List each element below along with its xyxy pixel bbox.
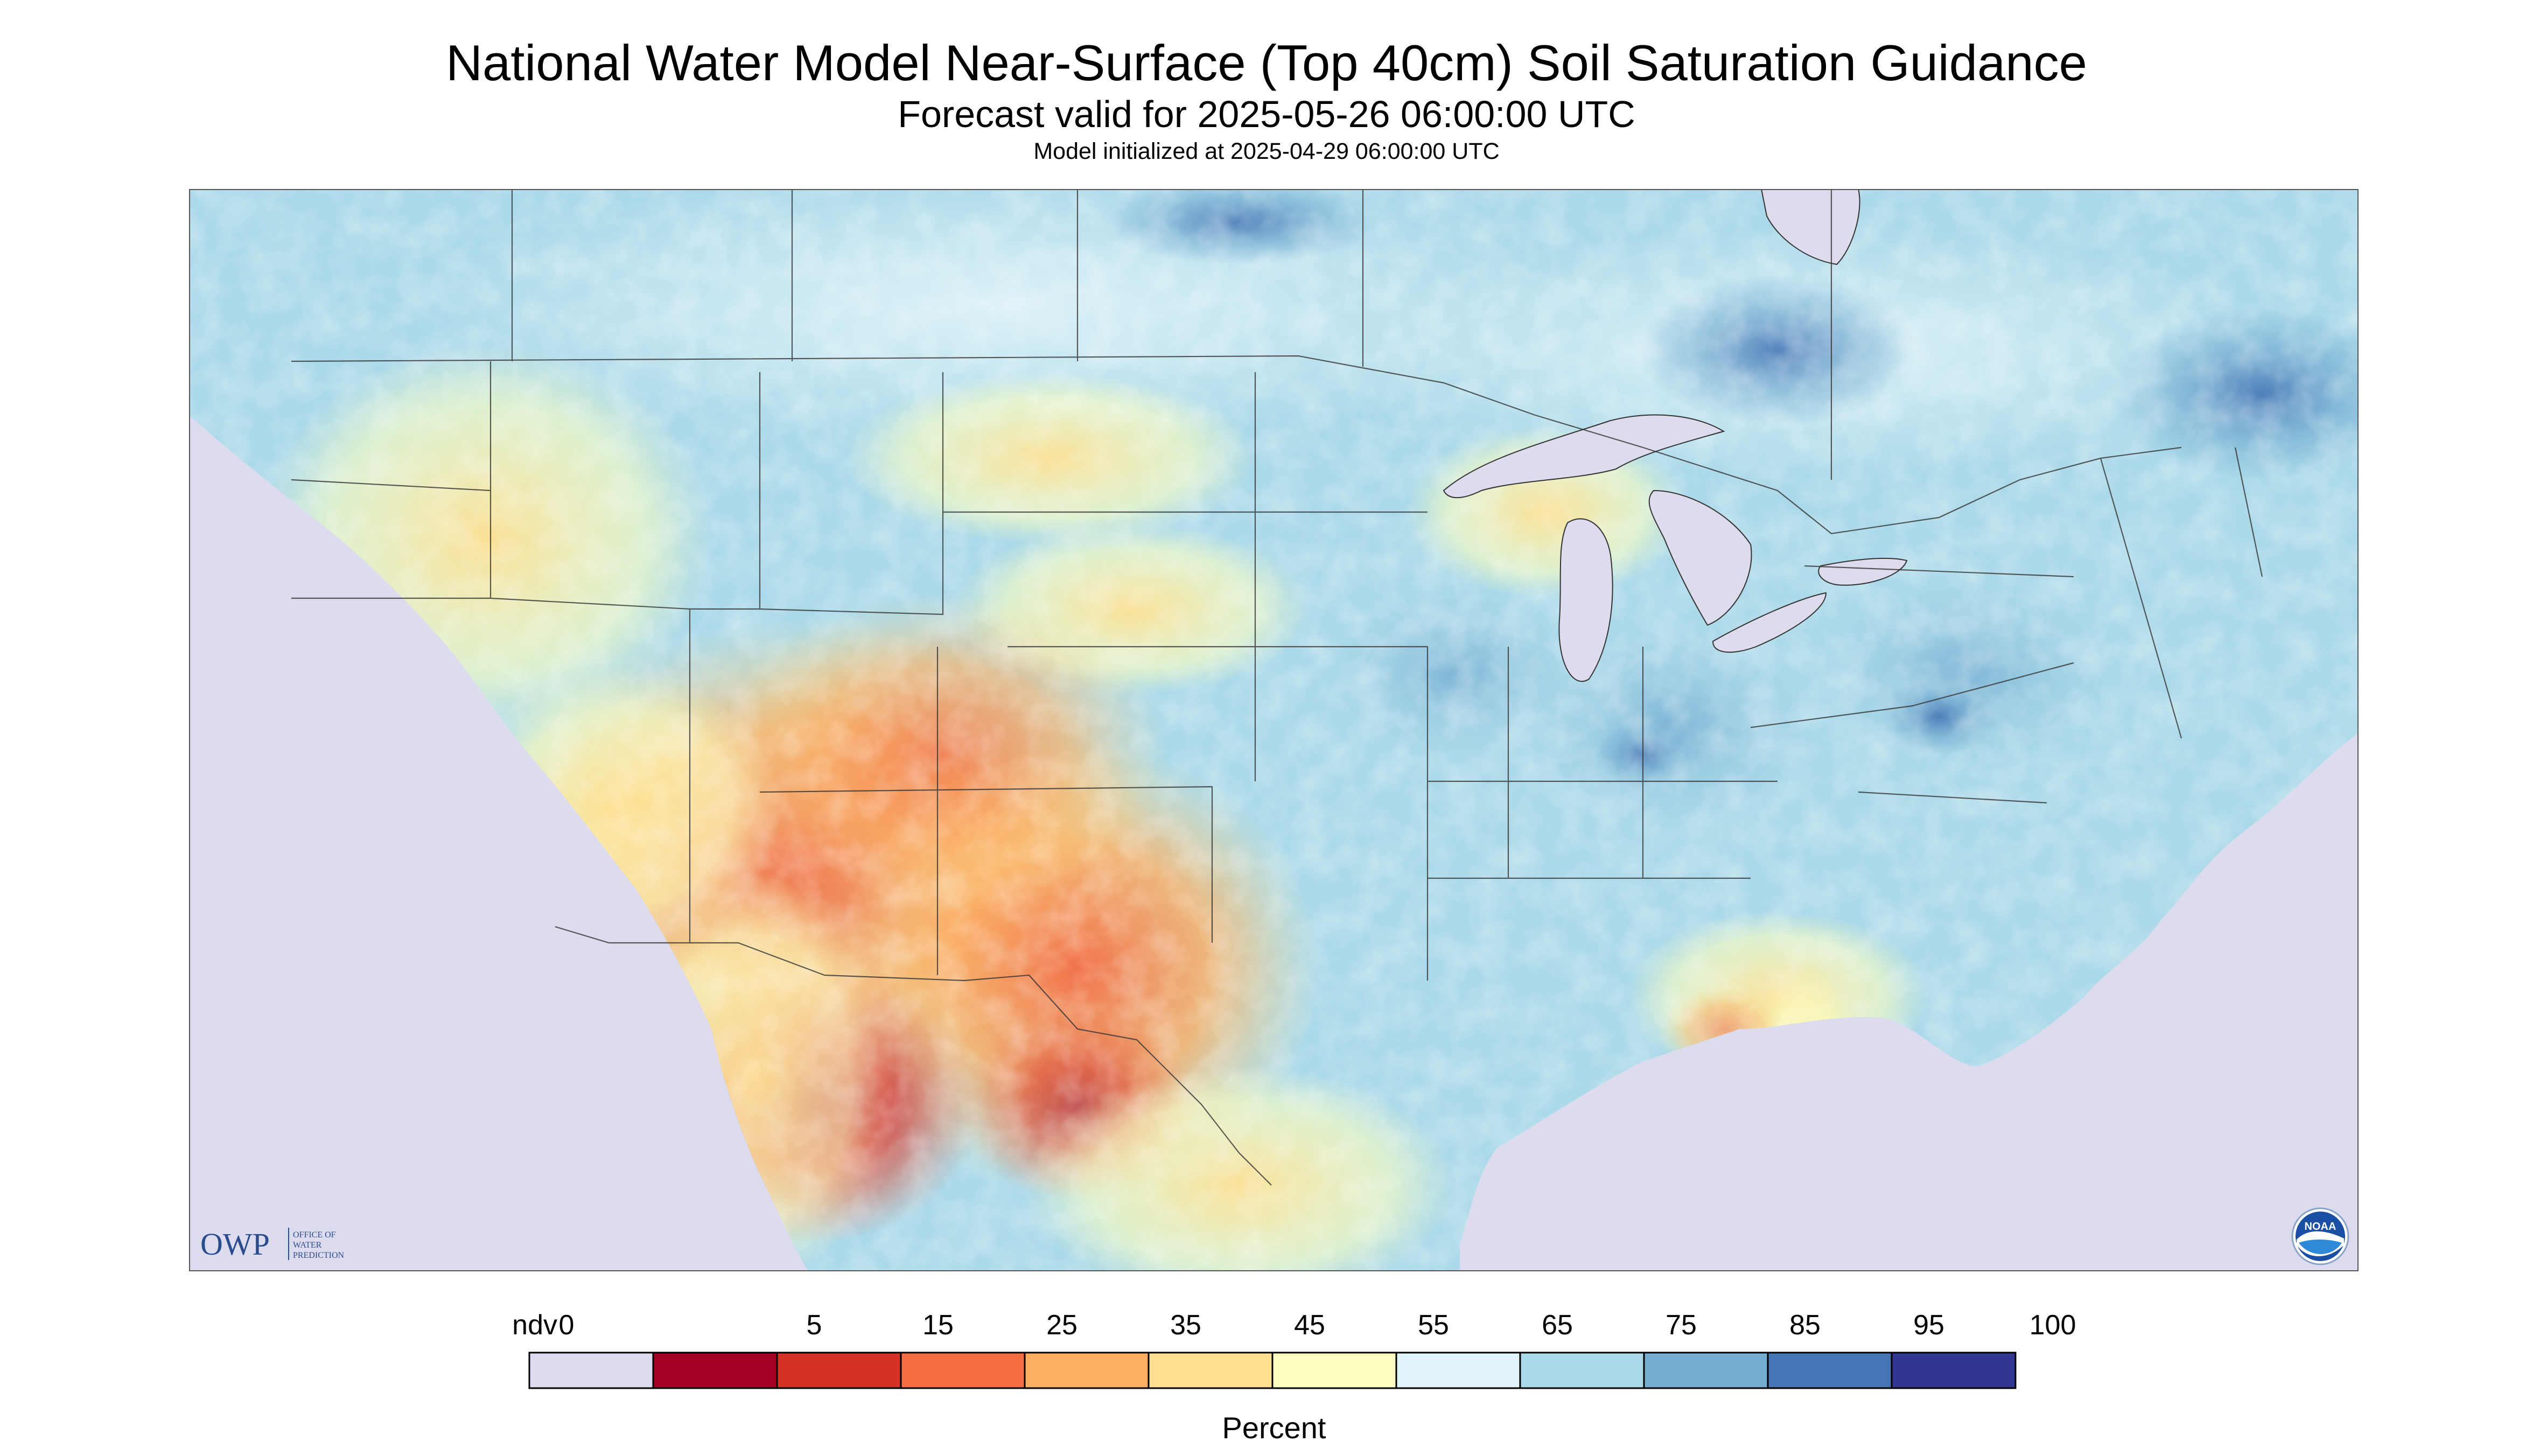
lake-michigan bbox=[1558, 518, 1613, 682]
colorbar-box bbox=[1519, 1352, 1645, 1389]
hudson-bay-edge bbox=[1760, 189, 1860, 265]
colorbar-tick-label: 25 bbox=[1046, 1310, 1077, 1341]
noaa-logo-text: NOAA bbox=[2305, 1221, 2336, 1233]
colorbar-tick-label: 85 bbox=[1789, 1310, 1821, 1341]
colorbar-tick-label: 5 bbox=[807, 1310, 822, 1341]
colorbar-tick-label: 55 bbox=[1418, 1310, 1449, 1341]
colorbar-label: Percent bbox=[1222, 1411, 1326, 1445]
colorbar-box bbox=[900, 1352, 1026, 1389]
colorbar-box bbox=[1147, 1352, 1274, 1389]
us-canada-border bbox=[291, 355, 2182, 535]
owp-logo: OWP OFFICE OF WATER PREDICTION bbox=[200, 1227, 345, 1262]
colorbar-box bbox=[1395, 1352, 1521, 1389]
colorbar-tick-label: 15 bbox=[922, 1310, 954, 1341]
lake-huron bbox=[1648, 489, 1752, 626]
colorbar-box bbox=[652, 1352, 778, 1389]
model-init-time: Model initialized at 2025-04-29 06:00:00… bbox=[1033, 138, 1500, 164]
colorbar-box bbox=[528, 1352, 654, 1389]
colorbar-tick-label: 0 bbox=[559, 1310, 575, 1341]
colorbar-tick-label: 95 bbox=[1913, 1310, 1944, 1341]
colorbar-tick-label: 100 bbox=[2030, 1310, 2076, 1341]
colorbar-tick-label: 35 bbox=[1170, 1310, 1201, 1341]
colorbar-box bbox=[1767, 1352, 1893, 1389]
colorbar-ticks: ndv 0 5 15 25 35 45 55 65 75 85 95 100 bbox=[512, 1310, 2076, 1341]
colorbar-box bbox=[1891, 1352, 2017, 1389]
map-title: National Water Model Near-Surface (Top 4… bbox=[446, 34, 2087, 91]
colorbar-boxes bbox=[528, 1352, 2017, 1389]
owp-logo-text-3: PREDICTION bbox=[293, 1251, 345, 1260]
lake-erie bbox=[1712, 592, 1827, 653]
map-frame bbox=[189, 189, 2359, 1271]
noaa-logo: NOAA bbox=[2291, 1207, 2349, 1265]
colorbar-tick-label: 45 bbox=[1294, 1310, 1325, 1341]
lake-ontario bbox=[1818, 557, 1908, 586]
colorbar-box bbox=[1024, 1352, 1150, 1389]
colorbar-legend: ndv 0 5 15 25 35 45 55 65 75 85 95 100 Percent bbox=[512, 1310, 2076, 1445]
colorbar-tick-label: 65 bbox=[1542, 1310, 1573, 1341]
owp-logo-text-1: OFFICE OF bbox=[293, 1230, 336, 1240]
owp-logo-text-2: WATER bbox=[293, 1241, 322, 1250]
colorbar-tick-label: 75 bbox=[1666, 1310, 1697, 1341]
owp-logo-letters: OWP bbox=[200, 1227, 270, 1262]
lake-superior bbox=[1443, 414, 1725, 499]
soil-saturation-map bbox=[189, 189, 2359, 1271]
colorbar-box bbox=[1643, 1352, 1769, 1389]
great-lakes bbox=[1443, 189, 1908, 682]
colorbar-box bbox=[1271, 1352, 1397, 1389]
colorbar-tick-label: ndv bbox=[512, 1310, 557, 1341]
forecast-valid-time: Forecast valid for 2025-05-26 06:00:00 U… bbox=[898, 93, 1635, 135]
colorbar-box bbox=[776, 1352, 902, 1389]
us-mexico-border bbox=[555, 926, 1272, 1186]
political-borders bbox=[291, 189, 2263, 1186]
